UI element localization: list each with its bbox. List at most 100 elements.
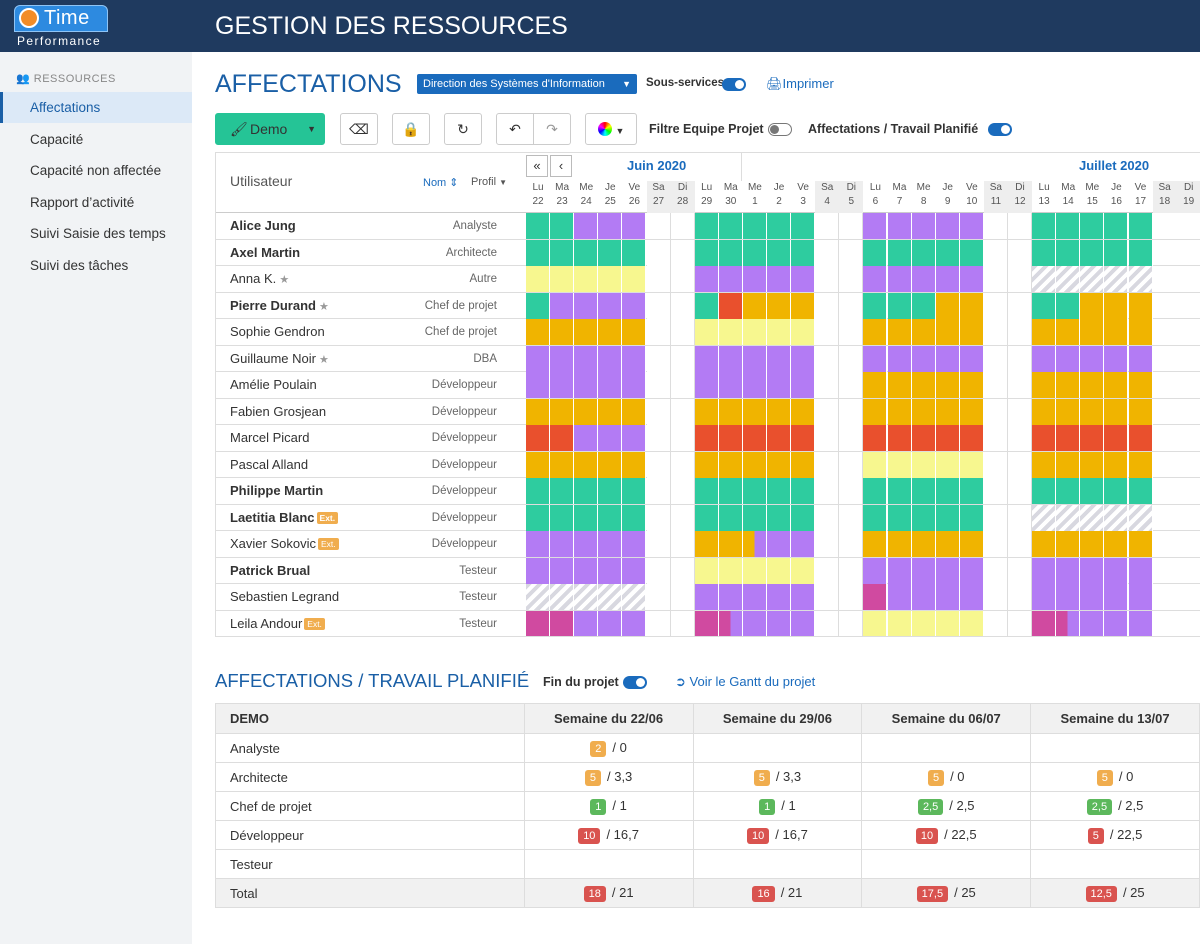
assignment-cell[interactable]	[1104, 345, 1129, 372]
assignment-cell[interactable]	[887, 610, 912, 636]
assignment-cell[interactable]	[1104, 398, 1129, 425]
assignment-cell[interactable]	[887, 425, 912, 451]
assignment-cell[interactable]	[742, 425, 767, 451]
assignment-cell[interactable]	[1056, 292, 1081, 319]
assignment-cell[interactable]	[574, 584, 599, 610]
assignment-cell[interactable]	[887, 398, 912, 425]
assignment-cell[interactable]	[935, 504, 960, 531]
assignment-cell[interactable]	[622, 319, 647, 345]
assignment-cell[interactable]	[550, 239, 575, 266]
assignment-cell[interactable]	[767, 504, 792, 531]
assignment-cell[interactable]	[791, 345, 816, 372]
assignment-cell[interactable]	[911, 239, 936, 266]
assignment-cell[interactable]	[1128, 319, 1153, 345]
assignment-cell[interactable]	[767, 213, 792, 239]
assignment-cell[interactable]	[959, 504, 984, 531]
assignment-cell[interactable]	[718, 478, 743, 504]
assignment-cell[interactable]	[1080, 345, 1105, 372]
assignment-cell[interactable]	[1104, 372, 1129, 398]
user-name[interactable]: Anna K. ★	[230, 271, 290, 286]
assignment-cell[interactable]	[791, 557, 816, 584]
assignment-cell[interactable]	[1104, 266, 1129, 292]
user-name[interactable]: Sebastien Legrand	[230, 589, 340, 604]
assignment-cell[interactable]	[863, 531, 888, 557]
assignment-cell[interactable]	[1080, 584, 1105, 610]
assignment-cell[interactable]	[550, 398, 575, 425]
assignment-cell[interactable]	[863, 292, 888, 319]
assignment-cell[interactable]	[887, 292, 912, 319]
assignment-cell[interactable]	[526, 239, 551, 266]
prev-week-button[interactable]: ‹	[550, 155, 572, 177]
assignment-cell[interactable]	[622, 610, 647, 636]
assignment-cell[interactable]	[1056, 610, 1081, 636]
assignment-cell[interactable]	[767, 266, 792, 292]
assignment-cell[interactable]	[863, 372, 888, 398]
assignment-cell[interactable]	[863, 239, 888, 266]
assignment-cell[interactable]	[742, 213, 767, 239]
assignment-cell[interactable]	[1128, 345, 1153, 372]
assignment-cell[interactable]	[694, 478, 719, 504]
assignment-cell[interactable]	[622, 478, 647, 504]
assignment-cell[interactable]	[791, 239, 816, 266]
assignment-cell[interactable]	[767, 478, 792, 504]
refresh-button[interactable]: ↻	[444, 113, 482, 145]
assignment-cell[interactable]	[550, 610, 575, 636]
assignment-cell[interactable]	[1080, 478, 1105, 504]
assignment-cell[interactable]	[718, 557, 743, 584]
eraser-button[interactable]: ⌫	[340, 113, 378, 145]
assignment-cell[interactable]	[1056, 584, 1081, 610]
assignment-cell[interactable]	[550, 213, 575, 239]
assignment-cell[interactable]	[791, 610, 816, 636]
assignment-cell[interactable]	[767, 319, 792, 345]
assignment-cell[interactable]	[791, 319, 816, 345]
assignment-cell[interactable]	[526, 610, 551, 636]
assignment-cell[interactable]	[959, 451, 984, 478]
assignment-cell[interactable]	[887, 319, 912, 345]
assignment-cell[interactable]	[598, 425, 623, 451]
assignment-cell[interactable]	[863, 425, 888, 451]
assignment-cell[interactable]	[1128, 610, 1153, 636]
assignment-cell[interactable]	[718, 531, 743, 557]
assignment-cell[interactable]	[742, 451, 767, 478]
user-name[interactable]: Amélie Poulain	[230, 377, 317, 392]
assignment-cell[interactable]	[574, 292, 599, 319]
assignment-cell[interactable]	[622, 239, 647, 266]
assignment-cell[interactable]	[959, 425, 984, 451]
lock-button[interactable]: 🔒	[392, 113, 430, 145]
assignment-cell[interactable]	[1032, 610, 1057, 636]
assignment-cell[interactable]	[1080, 504, 1105, 531]
service-select[interactable]: Direction des Systèmes d'Information ▼	[417, 74, 637, 94]
assignment-cell[interactable]	[718, 213, 743, 239]
assignment-cell[interactable]	[911, 345, 936, 372]
app-logo[interactable]: Time Performance	[14, 5, 108, 49]
assignment-cell[interactable]	[1032, 345, 1057, 372]
assignment-cell[interactable]	[550, 584, 575, 610]
assignment-cell[interactable]	[526, 266, 551, 292]
assignment-cell[interactable]	[1104, 610, 1129, 636]
assignment-cell[interactable]	[718, 610, 743, 636]
assignment-cell[interactable]	[1080, 292, 1105, 319]
assignment-cell[interactable]	[694, 213, 719, 239]
user-name[interactable]: Xavier Sokovic Ext.	[230, 536, 339, 551]
assignment-cell[interactable]	[598, 345, 623, 372]
assignment-cell[interactable]	[1032, 584, 1057, 610]
assignment-cell[interactable]	[622, 584, 647, 610]
assignment-cell[interactable]	[622, 425, 647, 451]
assignment-cell[interactable]	[1032, 266, 1057, 292]
assignment-cell[interactable]	[526, 531, 551, 557]
assignment-cell[interactable]	[598, 292, 623, 319]
assignment-cell[interactable]	[742, 239, 767, 266]
assignment-cell[interactable]	[550, 451, 575, 478]
assignment-cell[interactable]	[718, 398, 743, 425]
assignment-cell[interactable]	[526, 451, 551, 478]
assignment-cell[interactable]	[694, 610, 719, 636]
assignment-cell[interactable]	[767, 425, 792, 451]
print-link[interactable]: 🖨Imprimer	[766, 76, 834, 91]
demo-dropdown-button[interactable]: 🖌 Demo ▼	[215, 113, 325, 145]
gantt-link[interactable]: ➲ Voir le Gantt du projet	[675, 674, 816, 689]
assignment-cell[interactable]	[598, 557, 623, 584]
assignment-cell[interactable]	[1128, 239, 1153, 266]
assignment-cell[interactable]	[863, 319, 888, 345]
assignment-cell[interactable]	[694, 345, 719, 372]
assignment-cell[interactable]	[1128, 292, 1153, 319]
